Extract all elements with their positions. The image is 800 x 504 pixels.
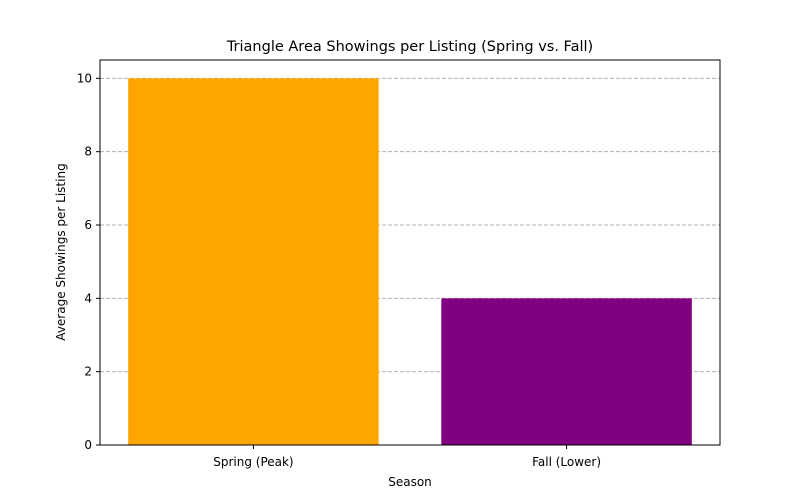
x-axis-ticks: Spring (Peak) Fall (Lower) (213, 445, 601, 469)
y-tick-label: 2 (84, 365, 92, 379)
bar (128, 78, 379, 445)
x-tick-label: Fall (Lower) (532, 455, 601, 469)
y-tick-label: 10 (77, 71, 92, 85)
y-axis-ticks: 0 2 4 6 8 10 (77, 71, 100, 452)
bars (128, 78, 692, 445)
y-axis-label: Average Showings per Listing (54, 163, 68, 340)
chart-title: Triangle Area Showings per Listing (Spri… (226, 39, 593, 55)
x-tick-label: Spring (Peak) (213, 455, 293, 469)
plot-frame (99, 59, 721, 446)
y-tick-label: 8 (84, 145, 92, 159)
y-tick-label: 4 (84, 291, 92, 305)
x-axis-label: Season (388, 475, 432, 489)
y-tick-label: 0 (84, 438, 92, 452)
y-tick-label: 6 (84, 218, 92, 232)
bar (441, 298, 692, 445)
